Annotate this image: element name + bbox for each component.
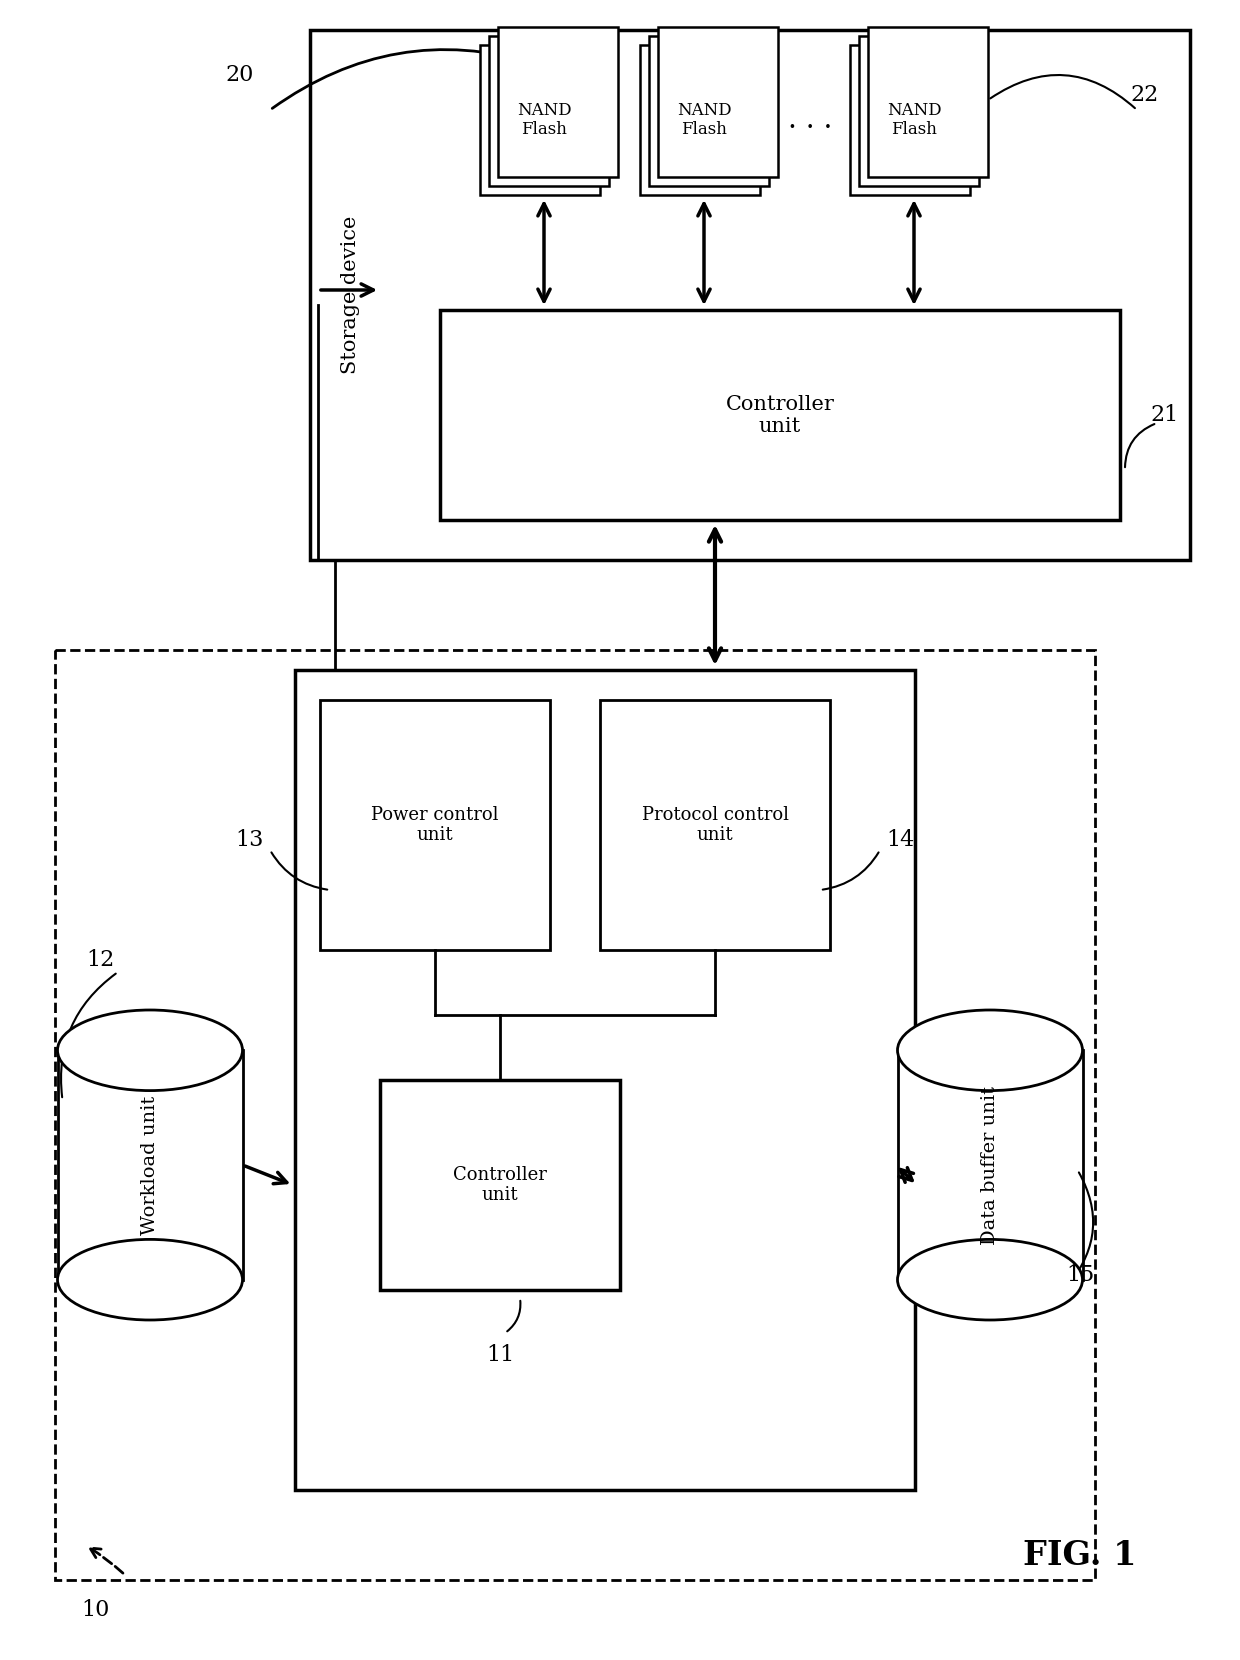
Bar (649, 37, 769, 186)
Text: 22: 22 (1131, 85, 1159, 106)
Text: 13: 13 (236, 828, 264, 852)
Text: Workload unit: Workload unit (141, 1096, 159, 1235)
Text: Power control
unit: Power control unit (371, 805, 498, 845)
Ellipse shape (57, 1009, 243, 1091)
Bar (600, 701, 830, 950)
Bar (295, 671, 915, 1491)
Text: 21: 21 (1151, 403, 1179, 427)
Text: Controller
unit: Controller unit (453, 1165, 547, 1205)
Bar (498, 27, 618, 178)
Ellipse shape (898, 1009, 1083, 1091)
Bar (868, 27, 988, 178)
Ellipse shape (898, 1240, 1083, 1320)
Bar (849, 45, 970, 194)
Text: Protocol control
unit: Protocol control unit (641, 805, 789, 845)
Bar (658, 27, 777, 178)
Text: NAND
Flash: NAND Flash (517, 101, 572, 138)
Ellipse shape (57, 1240, 243, 1320)
Text: Data buffer unit: Data buffer unit (981, 1086, 999, 1245)
Text: . . .: . . . (787, 106, 832, 133)
Text: Controller
unit: Controller unit (725, 395, 835, 435)
Bar (480, 45, 600, 194)
Text: FIG. 1: FIG. 1 (1023, 1539, 1137, 1572)
Bar (55, 651, 1095, 1580)
Bar (859, 37, 980, 186)
Text: 10: 10 (81, 1599, 109, 1622)
Bar (310, 30, 1190, 559)
Bar (379, 1081, 620, 1290)
Bar (320, 701, 551, 950)
Bar (640, 45, 760, 194)
Bar (898, 1051, 1083, 1280)
Text: NAND
Flash: NAND Flash (887, 101, 941, 138)
Bar (440, 310, 1120, 520)
Text: 15: 15 (1066, 1263, 1094, 1286)
Text: Storage device: Storage device (341, 216, 360, 374)
Text: 14: 14 (885, 828, 914, 852)
Text: 12: 12 (86, 950, 114, 971)
Text: NAND
Flash: NAND Flash (677, 101, 732, 138)
Bar (57, 1051, 243, 1280)
Text: 20: 20 (226, 65, 254, 86)
Text: 11: 11 (486, 1345, 515, 1366)
Bar (489, 37, 609, 186)
